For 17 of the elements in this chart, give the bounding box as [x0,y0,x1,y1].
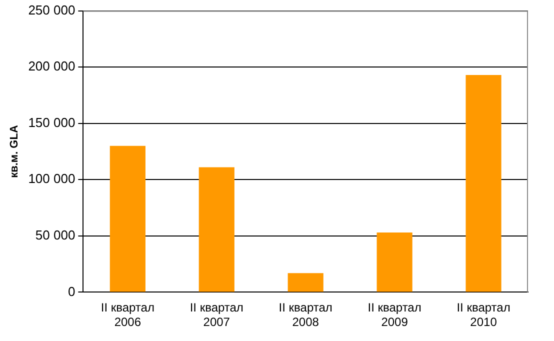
y-tick-label: 150 000 [28,114,76,130]
y-tick-label: 250 000 [28,2,76,18]
bar [110,146,146,292]
bar [198,167,234,292]
x-tick-label: II квартал 2010 [456,300,510,330]
y-tick-label: 200 000 [28,58,76,74]
y-tick-label: 0 [68,284,76,299]
bar [288,273,324,292]
x-tick-label: II квартал 2007 [190,300,244,330]
bar [466,74,502,292]
y-axis-title: кв.м. GLA [8,125,21,178]
x-tick-label: II квартал 2009 [368,300,422,330]
y-tick-label: 50 000 [35,228,76,242]
bar [376,232,412,292]
x-tick-label: II квартал 2008 [278,300,332,330]
y-tick-label: 100 000 [28,171,76,186]
x-tick-label: II квартал 2006 [100,300,154,330]
